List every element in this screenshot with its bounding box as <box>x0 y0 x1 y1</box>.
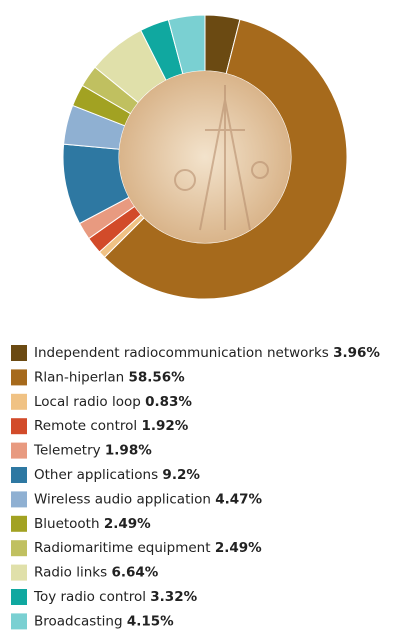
legend-value: 3.96% <box>333 345 380 361</box>
legend-label: Telemetry <box>33 443 101 459</box>
legend-value: 3.32% <box>150 589 197 605</box>
legend-swatch <box>11 589 27 605</box>
legend-swatch <box>11 491 27 508</box>
legend-entry: Independent radiocommunication networks … <box>34 345 380 361</box>
legend-label: Independent radiocommunication networks <box>34 345 329 361</box>
legend-label: Bluetooth <box>34 516 100 532</box>
legend-entry: Radiomaritime equipment 2.49% <box>34 540 262 556</box>
legend-swatch <box>11 418 27 435</box>
legend-swatch <box>11 345 27 361</box>
legend-swatch <box>11 540 27 557</box>
legend-entry: Local radio loop 0.83% <box>34 394 192 410</box>
legend-swatch <box>11 442 27 459</box>
legend-entry: Telemetry 1.98% <box>33 443 152 459</box>
legend-label: Rlan-hiperlan <box>34 369 124 385</box>
legend-entry: Broadcasting 4.15% <box>34 613 174 629</box>
legend-label: Broadcasting <box>34 613 123 629</box>
legend-label: Toy radio control <box>33 589 146 605</box>
legend: Independent radiocommunication networks … <box>11 345 380 630</box>
legend-value: 1.92% <box>141 418 188 434</box>
legend-swatch <box>11 564 27 581</box>
legend-value: 2.49% <box>104 516 151 532</box>
legend-entry: Bluetooth 2.49% <box>34 516 151 532</box>
legend-swatch <box>11 613 27 630</box>
legend-entry: Radio links 6.64% <box>34 565 159 581</box>
legend-swatch <box>11 369 27 386</box>
legend-label: Remote control <box>34 418 137 434</box>
legend-label: Radiomaritime equipment <box>34 540 211 556</box>
legend-value: 4.15% <box>127 613 174 629</box>
tower-illustration <box>174 85 269 231</box>
legend-entry: Toy radio control 3.32% <box>33 589 198 605</box>
legend-swatch <box>11 467 27 483</box>
legend-value: 0.83% <box>145 394 192 410</box>
legend-label: Radio links <box>34 565 107 581</box>
legend-value: 4.47% <box>215 491 262 507</box>
legend-value: 58.56% <box>128 369 185 385</box>
legend-value: 6.64% <box>111 565 158 581</box>
legend-label: Other applications <box>34 467 158 483</box>
legend-entry: Wireless audio application 4.47% <box>34 491 263 507</box>
legend-entry: Rlan-hiperlan 58.56% <box>34 369 185 385</box>
legend-label: Local radio loop <box>34 394 141 410</box>
legend-value: 2.49% <box>215 540 262 556</box>
center-photo <box>119 71 291 243</box>
legend-value: 1.98% <box>105 443 152 459</box>
legend-label: Wireless audio application <box>34 491 211 507</box>
legend-swatch <box>11 393 27 410</box>
legend-value: 9.2% <box>162 467 200 483</box>
legend-entry: Other applications 9.2% <box>34 467 200 483</box>
legend-swatch <box>11 515 27 532</box>
legend-entry: Remote control 1.92% <box>34 418 189 434</box>
